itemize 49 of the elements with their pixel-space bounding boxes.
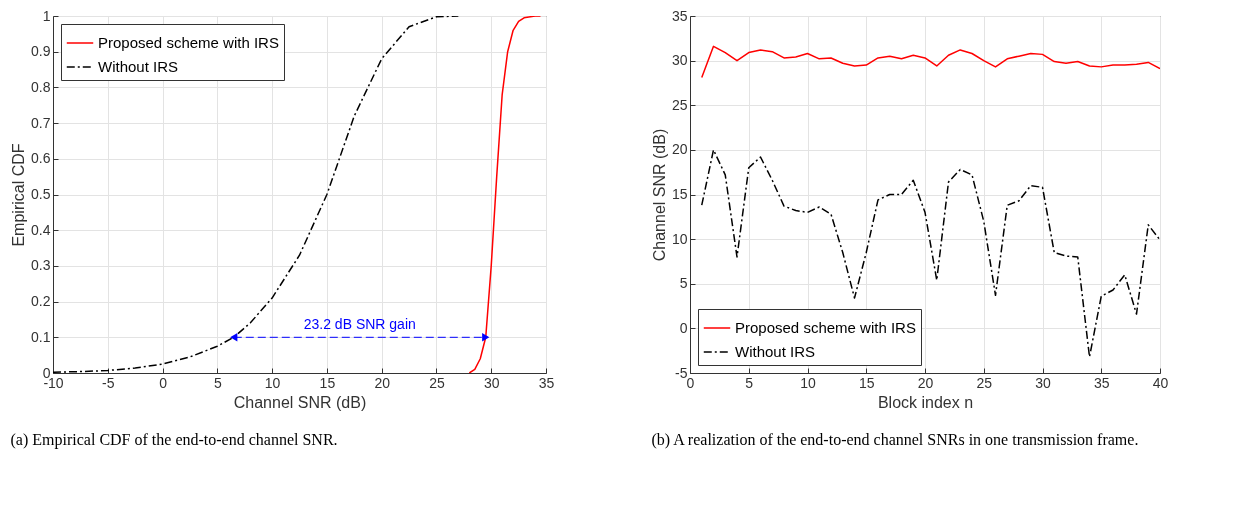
x-tick-label: 25: [976, 374, 993, 391]
legend-label: Proposed scheme with IRS: [735, 319, 916, 336]
line-series: [701, 45, 1160, 79]
x-tick-label: 5: [213, 374, 222, 391]
x-axis-title: Channel SNR (dB): [233, 393, 367, 411]
y-tick-label: 0.2: [31, 293, 51, 310]
y-tick-label: 0.7: [31, 114, 51, 131]
y-tick-label: 10: [671, 230, 688, 247]
y-tick-label: 25: [671, 96, 688, 113]
y-tick-label: 0: [679, 319, 688, 336]
text: (b) A realization of the end-to-end channel SNRs in one transmission frame.: [651, 431, 1139, 449]
y-tick-label: 0.9: [31, 43, 51, 60]
x-tick-label: 15: [858, 374, 875, 391]
y-tick-label: 30: [671, 52, 688, 69]
y-tick-label: 0.8: [31, 78, 51, 95]
x-tick-label: 35: [538, 374, 555, 391]
x-tick-label: 30: [1035, 374, 1051, 391]
x-tick-label: -5: [102, 374, 115, 391]
y-tick-label: 0.6: [31, 150, 51, 167]
x-tick-label: 0: [159, 374, 168, 391]
legend-label: Proposed scheme with IRS: [98, 34, 279, 51]
y-tick-label: 0.1: [31, 328, 51, 345]
x-tick-label: 5: [745, 374, 754, 391]
y-tick-label: 0.5: [31, 186, 51, 202]
line-series: [468, 16, 542, 373]
text: (a) Empirical CDF of the end-to-end channel SNR.: [10, 431, 338, 449]
y-axis-title: Empirical CDF: [10, 143, 28, 247]
x-axis-title: Block index n: [877, 393, 974, 411]
y-tick-label: 1: [42, 7, 51, 24]
y-tick-label: 0.4: [31, 221, 51, 238]
x-tick-label: 15: [319, 374, 336, 391]
y-axis-title: Channel SNR (dB): [650, 128, 668, 262]
line-series: [701, 149, 1160, 358]
x-tick-label: 35: [1093, 374, 1110, 391]
ref-line-label: 23.2 dB SNR gain: [303, 316, 416, 333]
x-tick-label: 10: [800, 374, 816, 391]
x-tick-label: 20: [917, 374, 934, 391]
legend-label: Without IRS: [98, 58, 179, 75]
y-tick-label: 35: [671, 7, 688, 24]
y-tick-label: 20: [671, 141, 688, 158]
y-tick-label: 15: [671, 186, 688, 202]
y-tick-label: 5: [679, 275, 688, 292]
legend-label: Without IRS: [735, 343, 816, 360]
y-tick-label: 0.3: [31, 257, 51, 274]
x-tick-label: 30: [483, 374, 500, 391]
x-tick-label: 40: [1152, 374, 1169, 391]
x-tick-label: 10: [264, 374, 281, 391]
x-tick-label: 20: [374, 374, 391, 391]
x-tick-label: 25: [429, 374, 445, 391]
